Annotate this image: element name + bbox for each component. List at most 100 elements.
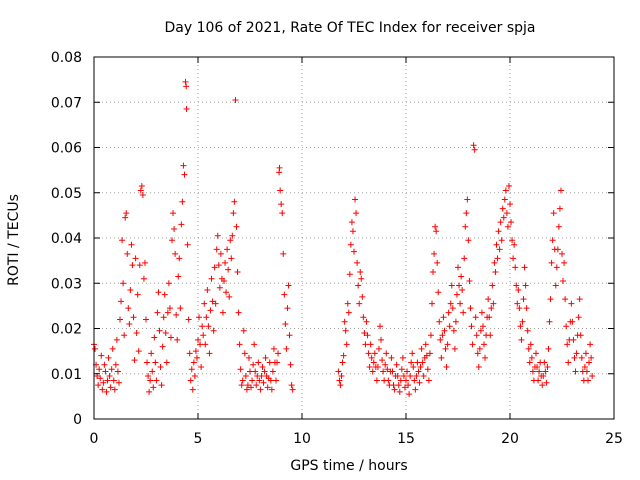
data-point — [457, 300, 464, 307]
data-point — [400, 373, 407, 380]
data-point — [398, 366, 405, 373]
data-point — [489, 282, 496, 289]
data-point — [140, 275, 147, 282]
data-point — [492, 268, 499, 275]
data-point — [452, 318, 459, 325]
data-point — [395, 382, 402, 389]
data-point — [188, 366, 195, 373]
y-tick-label: 0.05 — [51, 186, 82, 202]
data-point — [435, 289, 442, 296]
data-point — [583, 368, 590, 375]
data-point — [264, 384, 271, 391]
data-point — [403, 377, 409, 384]
data-point — [445, 309, 452, 316]
data-point — [416, 379, 423, 386]
data-point — [450, 327, 457, 334]
data-point — [280, 250, 287, 257]
data-point — [100, 379, 107, 386]
data-point — [588, 354, 595, 361]
data-point — [364, 332, 371, 339]
data-point — [356, 300, 363, 307]
data-point — [410, 363, 417, 370]
data-point — [112, 361, 119, 368]
data-point — [183, 106, 190, 113]
data-point — [268, 386, 275, 393]
data-point — [164, 309, 171, 316]
data-point — [204, 287, 211, 294]
data-point — [473, 332, 480, 339]
data-point — [145, 373, 152, 380]
data-point — [338, 373, 345, 380]
data-point — [341, 318, 348, 325]
data-point — [453, 291, 460, 298]
data-point — [481, 341, 487, 348]
data-point — [160, 314, 167, 321]
data-point — [203, 314, 210, 321]
data-point — [113, 336, 120, 343]
data-point — [257, 386, 264, 393]
data-point — [285, 282, 292, 289]
data-point — [347, 241, 354, 248]
data-point — [505, 182, 512, 189]
data-point — [355, 282, 362, 289]
data-point — [101, 361, 108, 368]
data-point — [276, 164, 283, 171]
data-point — [572, 368, 579, 375]
data-point — [560, 277, 567, 284]
data-point — [495, 228, 502, 235]
data-point — [232, 96, 239, 103]
data-point — [469, 341, 476, 348]
data-point — [286, 332, 293, 339]
data-point — [422, 341, 429, 348]
data-point — [406, 391, 413, 398]
data-point — [353, 210, 360, 217]
data-point — [225, 266, 232, 273]
data-point — [255, 359, 262, 366]
data-point — [119, 237, 126, 244]
data-point — [404, 368, 411, 375]
data-point — [165, 280, 172, 287]
data-point — [417, 363, 424, 370]
data-point — [158, 382, 165, 389]
data-point — [192, 348, 199, 355]
data-point — [134, 291, 141, 298]
data-point — [135, 348, 142, 355]
data-point — [550, 210, 557, 217]
data-point — [448, 282, 455, 289]
data-point — [199, 323, 206, 330]
data-point — [419, 359, 426, 366]
data-point — [414, 359, 421, 366]
data-point — [349, 228, 356, 235]
data-point — [366, 363, 373, 370]
data-point — [563, 323, 570, 330]
data-point — [571, 354, 578, 361]
data-point — [147, 377, 154, 384]
data-point — [269, 368, 276, 375]
data-point — [382, 361, 389, 368]
data-point — [494, 255, 501, 262]
data-point — [282, 320, 289, 327]
data-point — [237, 366, 244, 373]
data-point — [279, 210, 286, 217]
data-point — [557, 187, 564, 194]
data-point — [514, 300, 521, 307]
data-point — [243, 386, 250, 393]
data-point — [337, 382, 344, 389]
y-tick-label: 0.03 — [51, 276, 82, 292]
data-point — [238, 382, 245, 389]
data-point — [229, 232, 236, 239]
data-point — [397, 377, 404, 384]
data-point — [451, 345, 458, 352]
data-point — [586, 359, 593, 366]
data-point — [440, 314, 447, 321]
data-point — [384, 366, 391, 373]
data-point — [556, 205, 563, 212]
data-point — [137, 187, 144, 194]
data-point — [92, 345, 99, 352]
data-point — [559, 250, 565, 257]
data-point — [540, 373, 547, 380]
data-point — [183, 83, 190, 90]
data-point — [455, 264, 461, 271]
data-point — [464, 196, 471, 203]
data-point — [371, 350, 378, 357]
